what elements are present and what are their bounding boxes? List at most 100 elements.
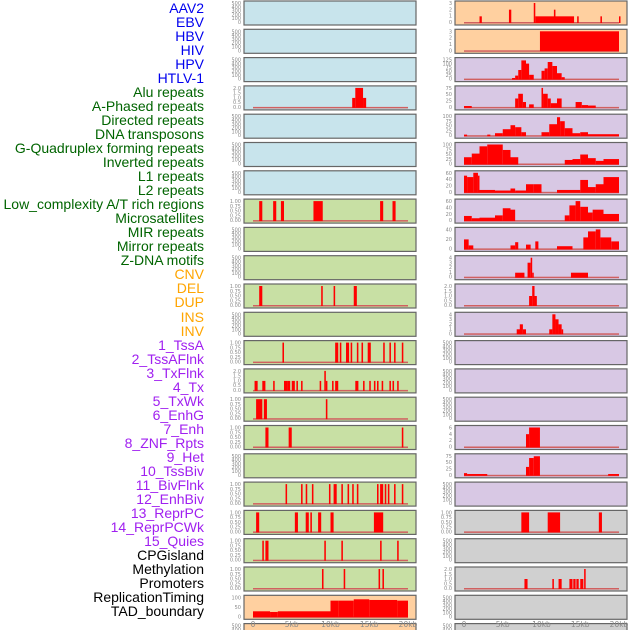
baseline (253, 559, 408, 562)
y-tick-label: 0.75 (230, 289, 241, 295)
y-tick-label: 100 (442, 356, 452, 362)
baseline (464, 220, 619, 222)
y-tick-label: 400 (231, 260, 241, 266)
y-tick-label: 300 (442, 348, 452, 354)
y-tick-label: 0.25 (230, 411, 241, 417)
y-tick-label: 500 (231, 312, 241, 318)
panel-left (243, 368, 417, 394)
bar (256, 399, 263, 420)
baseline (464, 588, 619, 590)
bar (573, 579, 576, 589)
bar (467, 474, 488, 476)
bar (526, 244, 531, 250)
y-tick-label: 6 (449, 426, 452, 432)
y-tick-label: 400 (231, 231, 241, 237)
bar (532, 272, 534, 278)
y-tick-label: 0.75 (230, 345, 241, 351)
y-tick-label: 0 (449, 614, 452, 620)
y-tick-label: 0.25 (230, 581, 241, 587)
bar (377, 484, 379, 505)
baseline (253, 418, 408, 420)
bar (508, 9, 512, 23)
y-tick-label: 1 (449, 270, 452, 276)
bar (335, 380, 339, 391)
bar (572, 159, 581, 165)
x-tick-label: 20kb (399, 620, 418, 629)
y-tick-label: 100 (442, 497, 452, 503)
bar (515, 98, 519, 108)
y-tick-label: 300 (231, 320, 241, 326)
y-tick-label: 0.75 (230, 543, 241, 549)
bar (552, 314, 556, 335)
y-tick-label: 100 (231, 45, 241, 51)
bar (363, 97, 367, 108)
bar (502, 129, 511, 137)
y-tick-label: 40 (446, 177, 452, 183)
y-tick-label: 500 (231, 227, 241, 233)
y-tick-label: 500 (231, 29, 241, 35)
bar (552, 579, 554, 589)
bar (547, 512, 561, 533)
bar (592, 209, 604, 222)
bar (305, 512, 309, 533)
y-tick-label: 200 (442, 352, 452, 358)
bar (355, 380, 359, 391)
track-label: Z-DNA motifs (120, 252, 204, 269)
panel-left (243, 509, 417, 535)
bar (564, 215, 570, 222)
bar (464, 215, 472, 222)
bar (479, 146, 488, 165)
baseline (253, 361, 408, 364)
y-tick-label: 0.25 (441, 525, 452, 531)
y-tick-label: 400 (442, 627, 452, 630)
y-tick-label: 0 (238, 162, 241, 168)
bar (356, 484, 359, 505)
bar (557, 73, 562, 80)
bar (603, 213, 619, 222)
y-tick-label: 3 (449, 29, 452, 35)
y-tick-label: 0.75 (230, 572, 241, 578)
bar (527, 262, 531, 278)
y-tick-label: 0 (238, 133, 241, 139)
y-tick-label: 0 (449, 360, 452, 366)
track-label: Promoters (139, 574, 204, 591)
bar (529, 104, 534, 108)
panel-right (454, 622, 628, 630)
y-tick-label: 0 (449, 162, 452, 168)
y-tick-label: 300 (231, 178, 241, 184)
y-tick-label: 100 (231, 16, 241, 22)
bar (557, 189, 581, 193)
y-tick-label: 400 (231, 627, 241, 630)
bar (600, 237, 612, 250)
y-tick-label: 100 (231, 186, 241, 192)
y-tick-label: 0.25 (230, 553, 241, 559)
y-tick-label: 100 (442, 554, 452, 560)
bar (521, 512, 530, 533)
bar (526, 466, 530, 476)
bar (495, 215, 503, 222)
bar (526, 434, 530, 448)
y-tick-label: 100 (231, 328, 241, 334)
y-tick-label: 100 (231, 158, 241, 164)
bar (595, 160, 604, 165)
bar (564, 128, 573, 137)
panel-left (243, 56, 417, 83)
y-tick-label: 4 (449, 312, 452, 318)
x-tick-label: 5kb (285, 620, 299, 629)
track-label: MIR repeats (127, 224, 204, 241)
bar (580, 132, 588, 137)
panel-right (454, 368, 628, 394)
y-tick-label: 25 (446, 466, 452, 472)
bar (389, 380, 391, 391)
y-tick-label: 400 (231, 458, 241, 464)
bar (464, 239, 469, 250)
y-tick-label: 300 (442, 405, 452, 411)
track-label: 8_ZNF_Rpts (124, 434, 204, 451)
bar (541, 132, 550, 137)
y-tick-label: 2.0 (444, 284, 452, 290)
bar (277, 611, 331, 618)
bar (547, 98, 551, 108)
y-tick-label: 0.50 (230, 294, 241, 300)
y-tick-label: 2 (449, 36, 452, 42)
y-tick-label: 1.00 (230, 510, 241, 516)
